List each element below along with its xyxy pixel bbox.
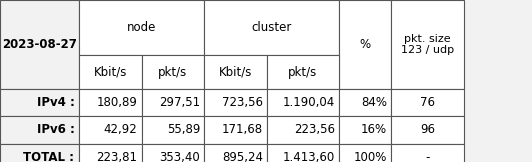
Text: %: % [360,38,370,51]
Bar [267,116,339,144]
Bar [204,116,267,144]
Text: 723,56: 723,56 [222,96,263,109]
Text: node: node [127,21,156,34]
Bar [79,89,142,116]
Text: cluster: cluster [252,21,292,34]
Bar [391,89,464,116]
Text: 297,51: 297,51 [159,96,200,109]
Text: 42,92: 42,92 [104,123,137,136]
Bar [339,116,391,144]
Text: 1.413,60: 1.413,60 [282,151,335,162]
Text: IPv6 :: IPv6 : [37,123,74,136]
Bar [142,55,204,89]
Bar [339,0,391,89]
Text: -: - [426,151,430,162]
Bar [391,116,464,144]
Bar [0,89,79,116]
Bar [0,144,79,162]
Bar [0,116,79,144]
Bar [79,116,142,144]
Text: 76: 76 [420,96,435,109]
Text: Kbit/s: Kbit/s [94,66,127,79]
Text: 2023-08-27: 2023-08-27 [2,38,77,51]
Text: 223,56: 223,56 [294,123,335,136]
Text: 55,89: 55,89 [167,123,200,136]
Bar [204,89,267,116]
Text: Kbit/s: Kbit/s [219,66,252,79]
Text: pkt/s: pkt/s [159,66,187,79]
Bar [339,144,391,162]
Bar [204,55,267,89]
Bar [0,0,79,89]
Text: 96: 96 [420,123,435,136]
Bar [142,116,204,144]
Text: 100%: 100% [353,151,387,162]
Bar [204,144,267,162]
Bar [391,0,464,89]
Bar [142,144,204,162]
Bar [267,89,339,116]
Text: TOTAL :: TOTAL : [23,151,74,162]
Bar [391,144,464,162]
Bar [339,89,391,116]
Text: pkt. size
123 / udp: pkt. size 123 / udp [401,34,454,55]
Bar [79,55,142,89]
Text: pkt/s: pkt/s [288,66,318,79]
Text: 84%: 84% [361,96,387,109]
Text: 16%: 16% [361,123,387,136]
Text: 223,81: 223,81 [96,151,137,162]
Text: 353,40: 353,40 [159,151,200,162]
Text: 895,24: 895,24 [222,151,263,162]
Text: IPv4 :: IPv4 : [37,96,74,109]
Bar [267,144,339,162]
Bar [79,144,142,162]
Bar [267,55,339,89]
Text: 1.190,04: 1.190,04 [282,96,335,109]
Bar [204,0,339,55]
Bar [142,89,204,116]
Bar [79,0,204,55]
Text: 171,68: 171,68 [222,123,263,136]
Text: 180,89: 180,89 [96,96,137,109]
